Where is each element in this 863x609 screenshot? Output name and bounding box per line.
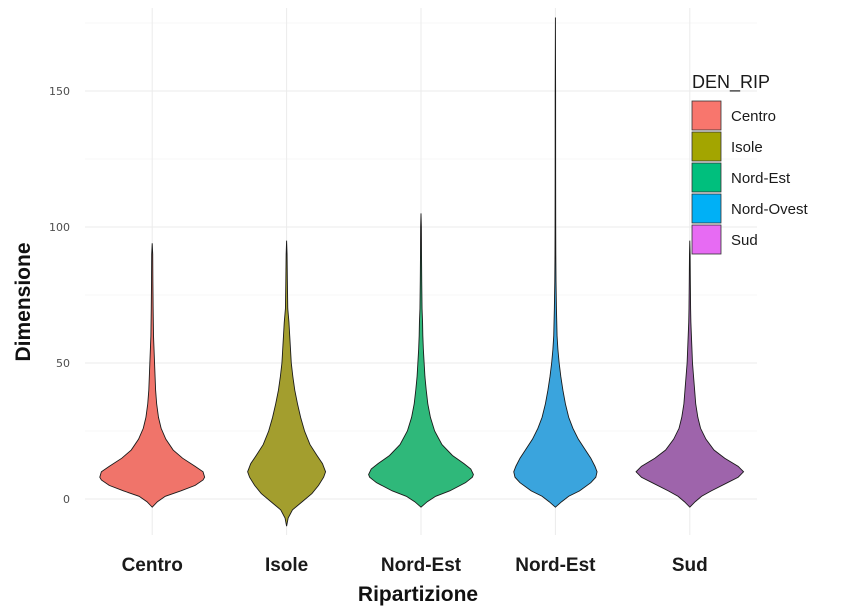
legend-label: Centro bbox=[731, 108, 776, 125]
x-tick-label: Isole bbox=[265, 555, 308, 576]
violin-nord-est bbox=[513, 17, 598, 508]
violins bbox=[99, 17, 745, 527]
x-axis-title: Ripartizione bbox=[358, 583, 478, 606]
legend-label: Nord-Ovest bbox=[731, 201, 809, 218]
y-tick-label: 50 bbox=[56, 357, 70, 370]
legend-label: Nord-Est bbox=[731, 170, 791, 187]
legend-swatch bbox=[691, 100, 722, 131]
legend-swatch bbox=[691, 162, 722, 193]
legend-title: DEN_RIP bbox=[692, 72, 770, 93]
y-axis-title: Dimensione bbox=[12, 242, 35, 361]
y-tick-label: 150 bbox=[49, 85, 70, 98]
x-tick-label: Nord-Est bbox=[515, 555, 596, 576]
violin-centro bbox=[99, 243, 206, 508]
violin-isole bbox=[247, 240, 327, 527]
violin-sud bbox=[635, 240, 745, 508]
legend-label: Isole bbox=[731, 139, 763, 156]
legend-swatch bbox=[691, 131, 722, 162]
legend-label: Sud bbox=[731, 232, 758, 249]
x-tick-label: Sud bbox=[672, 555, 708, 576]
y-tick-label: 100 bbox=[49, 221, 70, 234]
x-tick-labels: Centro Isole Nord-Est Nord-Est Sud bbox=[122, 555, 708, 576]
y-tick-label: 0 bbox=[63, 493, 70, 506]
violin-nord-est bbox=[368, 213, 474, 508]
x-tick-label: Centro bbox=[122, 555, 183, 576]
legend-swatch bbox=[691, 193, 722, 224]
legend: DEN_RIP Centro Isole Nord-Est Nord-Ovest Sud bbox=[691, 72, 809, 255]
legend-swatch bbox=[691, 224, 722, 255]
y-tick-labels: 0 50 100 150 bbox=[49, 85, 70, 506]
x-tick-label: Nord-Est bbox=[381, 555, 462, 576]
